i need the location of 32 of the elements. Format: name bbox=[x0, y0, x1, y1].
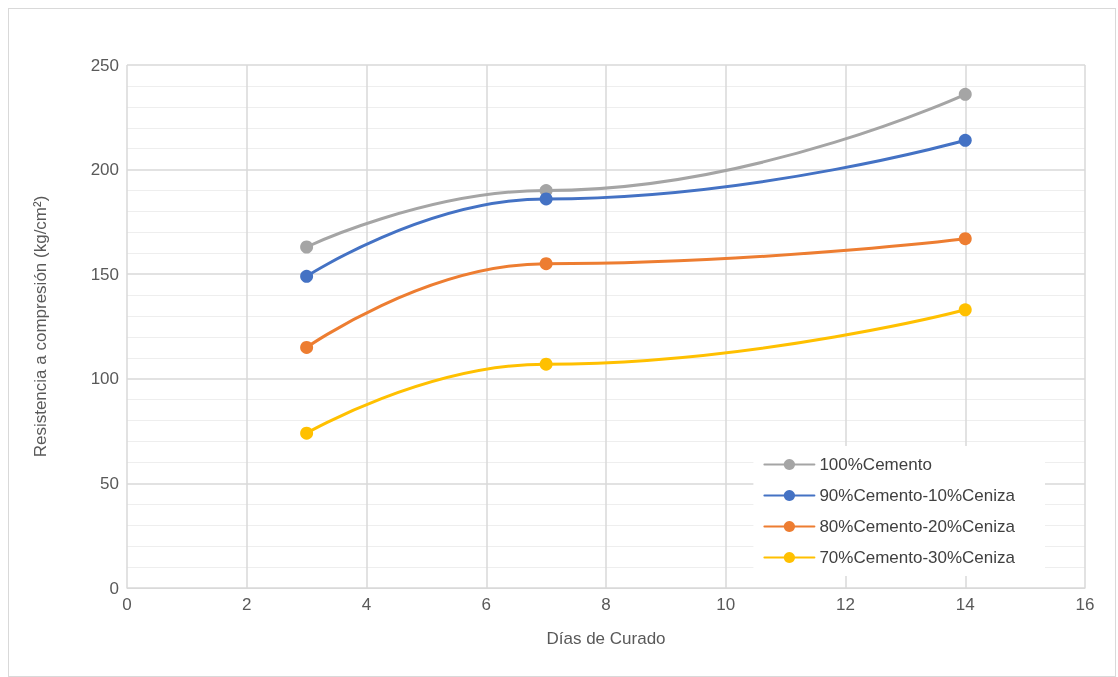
point bbox=[539, 357, 553, 371]
point bbox=[958, 133, 972, 147]
y-tick-label: 150 bbox=[90, 264, 119, 284]
legend-label: 100%Cemento bbox=[819, 455, 932, 474]
y-tick-label: 100 bbox=[90, 369, 119, 389]
legend-label: 90%Cemento-10%Ceniza bbox=[819, 486, 1016, 505]
y-axis-title: Resistencia a compresión (kg/cm²) bbox=[31, 195, 50, 458]
point bbox=[539, 257, 553, 271]
point bbox=[958, 87, 972, 101]
y-tick-label: 200 bbox=[90, 160, 119, 180]
x-tick-label: 2 bbox=[242, 595, 252, 614]
x-tick-label: 14 bbox=[955, 595, 975, 614]
legend-label: 80%Cemento-20%Ceniza bbox=[819, 517, 1016, 536]
x-tick-label: 8 bbox=[601, 595, 611, 614]
point bbox=[958, 232, 972, 246]
point bbox=[300, 340, 314, 354]
point bbox=[539, 192, 553, 206]
x-tick-label: 16 bbox=[1075, 595, 1095, 614]
x-axis-title: Días de Curado bbox=[546, 629, 666, 648]
legend-label: 70%Cemento-30%Ceniza bbox=[819, 548, 1016, 567]
x-tick-label: 0 bbox=[122, 595, 132, 614]
x-tick-label: 4 bbox=[361, 595, 372, 614]
x-tick-label: 12 bbox=[836, 595, 855, 614]
x-tick-label: 6 bbox=[481, 595, 491, 614]
y-tick-label: 0 bbox=[109, 578, 119, 598]
point bbox=[300, 426, 314, 440]
point bbox=[300, 269, 314, 283]
y-tick-label: 250 bbox=[90, 55, 119, 75]
point bbox=[300, 240, 314, 254]
x-tick-label: 10 bbox=[716, 595, 736, 614]
y-tick-label: 50 bbox=[100, 473, 119, 493]
point bbox=[958, 303, 972, 317]
